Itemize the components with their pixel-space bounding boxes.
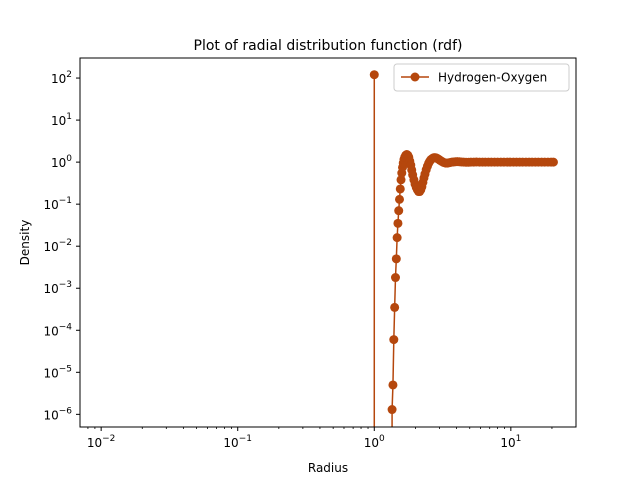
y-tick-label: 101 bbox=[51, 112, 72, 128]
y-tick-label: 10−5 bbox=[43, 364, 72, 380]
data-point bbox=[395, 184, 405, 194]
y-tick-label: 10−3 bbox=[43, 280, 72, 296]
data-point bbox=[390, 302, 400, 312]
x-tick-label: 100 bbox=[364, 434, 385, 450]
x-axis: 10−2 10−1 100 101 bbox=[87, 427, 553, 450]
data-point bbox=[392, 233, 402, 243]
data-point bbox=[395, 194, 404, 204]
data-point bbox=[387, 405, 397, 415]
chart-title: Plot of radial distribution function (rd… bbox=[194, 38, 463, 54]
data-point bbox=[548, 157, 558, 167]
data-point bbox=[394, 206, 404, 216]
y-tick-label: 10−4 bbox=[43, 322, 72, 338]
y-tick-label: 10−6 bbox=[43, 406, 72, 422]
y-tick-label: 10−2 bbox=[43, 238, 72, 254]
data-point bbox=[389, 335, 399, 345]
x-axis-label: Radius bbox=[308, 461, 348, 475]
x-tick-label: 10−1 bbox=[223, 434, 252, 450]
data-point bbox=[388, 380, 398, 390]
legend-label: Hydrogen-Oxygen bbox=[438, 71, 547, 85]
legend: Hydrogen-Oxygen bbox=[393, 63, 570, 92]
y-tick-label: 100 bbox=[51, 154, 72, 170]
y-axis: 10−6 10−5 10−4 10−3 10−2 10−1 100 101 102 bbox=[43, 70, 80, 422]
series-layer bbox=[369, 70, 558, 427]
y-tick-label: 10−1 bbox=[43, 196, 72, 212]
legend-marker bbox=[410, 72, 420, 82]
data-point bbox=[393, 218, 403, 228]
x-tick-label: 10−2 bbox=[87, 434, 116, 450]
data-point bbox=[390, 273, 400, 283]
data-point bbox=[391, 254, 401, 264]
y-axis-label: Density bbox=[18, 220, 32, 266]
x-tick-label: 101 bbox=[500, 434, 521, 450]
data-point bbox=[369, 70, 379, 80]
legend-box bbox=[393, 63, 570, 92]
axes-frame bbox=[79, 57, 577, 428]
y-tick-label: 102 bbox=[51, 70, 72, 86]
data-point bbox=[396, 175, 406, 185]
